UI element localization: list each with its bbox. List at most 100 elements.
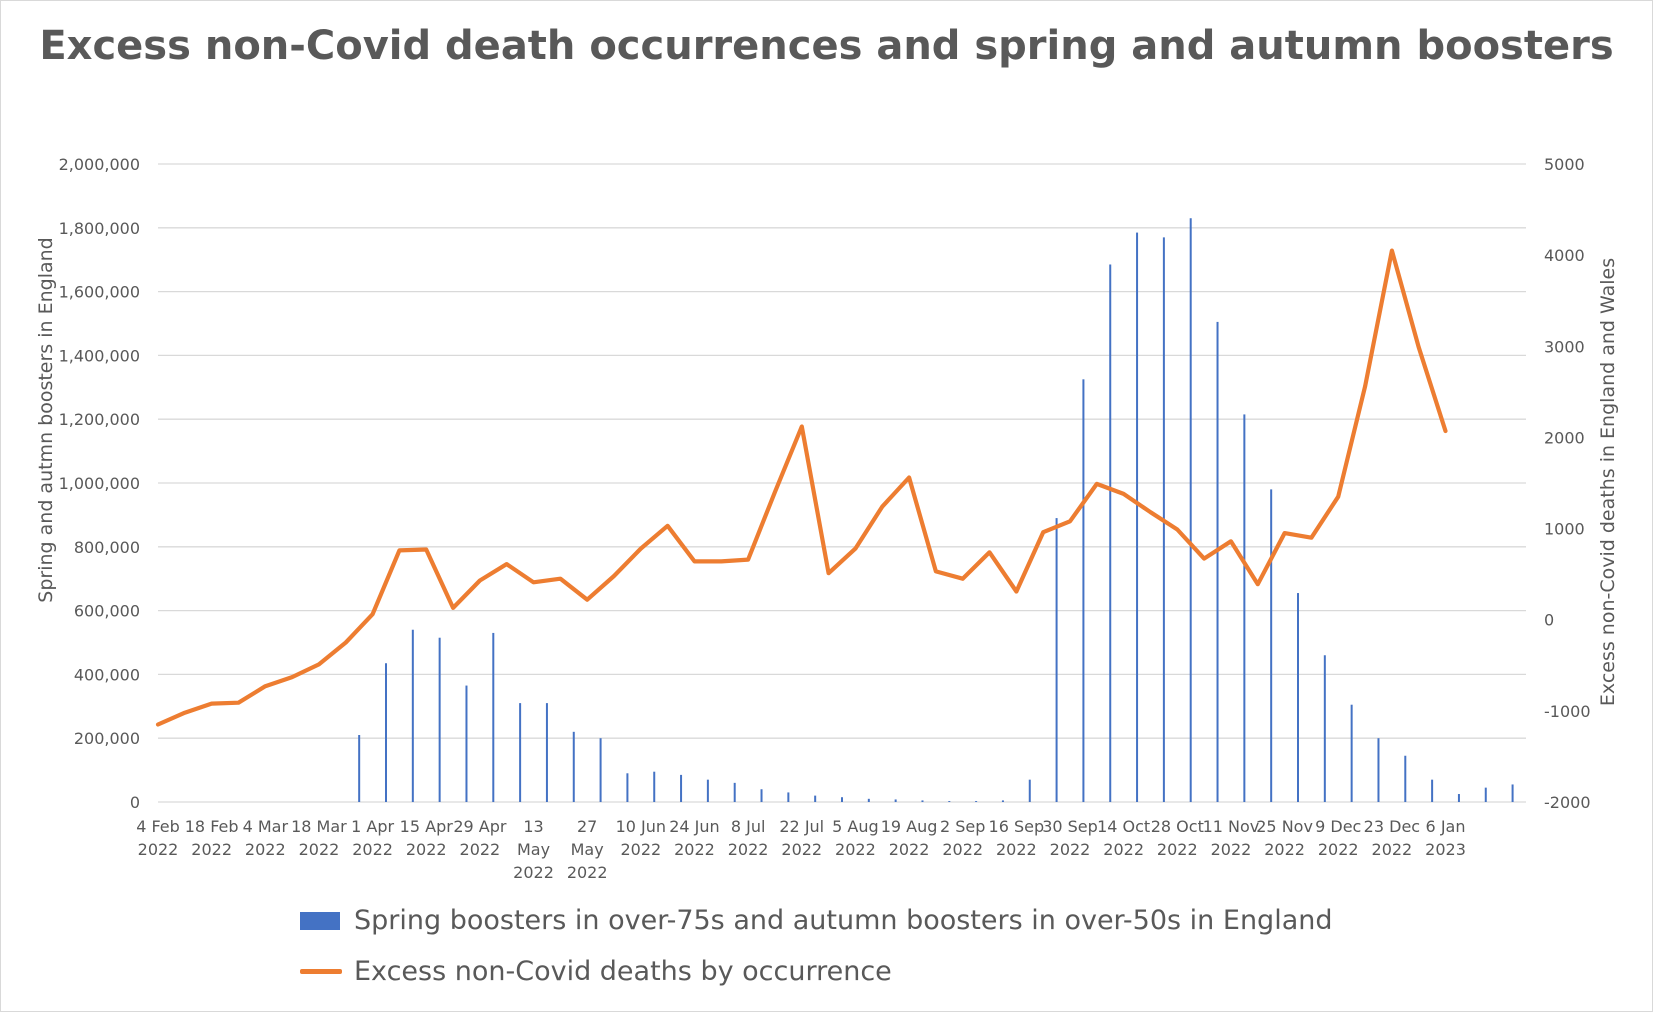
right-axis-label: Excess non-Covid deaths in England and W… <box>1597 258 1619 706</box>
booster-bar <box>599 738 602 802</box>
y-tick-label: 800,000 <box>74 538 140 557</box>
x-tick-line: May <box>517 840 550 859</box>
booster-bar <box>358 735 361 802</box>
booster-bar <box>760 789 763 802</box>
x-tick-label: 18 Feb 2022 <box>185 817 239 859</box>
booster-bar <box>867 798 870 802</box>
left-axis-ticks: 0 200,000 400,000 600,000 800,000 1,000,000 1,… <box>59 155 140 812</box>
booster-bar <box>653 771 656 802</box>
booster-bar <box>787 792 790 802</box>
x-tick-line: 9 Dec <box>1315 817 1361 836</box>
x-tick-label: 8 Jul 2022 <box>728 817 769 859</box>
legend-label-deaths: Excess non-Covid deaths by occurrence <box>354 956 892 987</box>
x-tick-line: 19 Aug <box>881 817 938 836</box>
y2-tick-label: 0 <box>1544 611 1554 630</box>
x-tick-line: 29 Apr <box>453 817 507 836</box>
booster-bar <box>545 703 548 802</box>
x-tick-line: 23 Dec <box>1364 817 1420 836</box>
y2-tick-label: -2000 <box>1544 793 1591 812</box>
booster-bar <box>1028 779 1031 802</box>
x-tick-line: 2022 <box>781 840 822 859</box>
y-tick-label: 200,000 <box>74 729 140 748</box>
x-tick-line: 25 Nov <box>1256 817 1313 836</box>
booster-bar <box>1377 738 1380 802</box>
chart-title: Excess non-Covid death occurrences and s… <box>39 23 1614 69</box>
booster-bar <box>385 663 387 802</box>
y2-tick-label: 1000 <box>1544 520 1585 539</box>
x-tick-label: 24 Jun 2022 <box>669 817 719 859</box>
y2-tick-label: -1000 <box>1544 702 1591 721</box>
x-tick-line: 28 Oct <box>1151 817 1204 836</box>
x-tick-line: 2022 <box>460 840 501 859</box>
x-tick-label: 9 Dec 2022 <box>1315 817 1361 859</box>
booster-bar <box>894 799 897 802</box>
x-tick-label: 6 Jan 2023 <box>1425 817 1466 859</box>
y-tick-label: 400,000 <box>74 665 140 684</box>
x-tick-line: 14 Oct <box>1097 817 1150 836</box>
booster-bar <box>1297 593 1299 802</box>
x-tick-line: 2022 <box>1211 840 1252 859</box>
x-tick-line: 2022 <box>1318 840 1359 859</box>
x-tick-line: 2022 <box>245 840 286 859</box>
booster-bar <box>411 629 414 802</box>
booster-bar <box>519 703 522 802</box>
x-tick-line: 2022 <box>1264 840 1305 859</box>
x-tick-label: 4 Feb 2022 <box>136 817 180 859</box>
x-tick-line: 2022 <box>835 840 876 859</box>
left-axis-label: Spring and autmn boosters in England <box>35 237 57 602</box>
x-tick-label: 25 Nov 2022 <box>1256 817 1313 859</box>
y2-tick-label: 4000 <box>1544 246 1585 265</box>
x-tick-label: 29 Apr 2022 <box>453 817 507 859</box>
x-tick-label: 2 Sep 2022 <box>940 817 985 859</box>
x-tick-line: 2022 <box>513 863 554 882</box>
booster-bar <box>680 774 683 802</box>
booster-bar <box>814 795 817 802</box>
x-tick-line: 2022 <box>352 840 393 859</box>
booster-bar <box>572 731 575 802</box>
legend-item-deaths: Excess non-Covid deaths by occurrence <box>300 956 892 987</box>
x-tick-line: 2022 <box>674 840 715 859</box>
y2-tick-label: 3000 <box>1544 337 1585 356</box>
x-tick-label: 5 Aug 2022 <box>832 817 879 859</box>
booster-bar <box>733 782 736 802</box>
x-tick-line: 8 Jul <box>731 817 766 836</box>
excess-deaths-line <box>155 248 1448 727</box>
booster-bar <box>1109 264 1112 802</box>
booster-bar <box>465 685 468 802</box>
x-tick-line: 5 Aug <box>832 817 879 836</box>
booster-bar <box>1270 489 1273 802</box>
booster-bar <box>1350 704 1353 802</box>
x-tick-line: 2 Sep <box>940 817 985 836</box>
x-tick-line: 2022 <box>942 840 983 859</box>
x-tick-line: 30 Sep <box>1042 817 1098 836</box>
legend-swatch-bar <box>300 911 340 930</box>
booster-bar <box>948 801 951 802</box>
booster-bar <box>1404 755 1407 802</box>
booster-bar <box>1136 232 1139 802</box>
x-tick-label: 28 Oct 2022 <box>1151 817 1204 859</box>
booster-bar <box>1431 779 1434 802</box>
booster-bar <box>1323 655 1326 802</box>
legend-swatch-line <box>300 969 342 974</box>
x-tick-line: 2022 <box>1157 840 1198 859</box>
x-tick-label: 14 Oct 2022 <box>1097 817 1150 859</box>
y-tick-label: 600,000 <box>74 602 140 621</box>
x-tick-label: 1 Apr 2022 <box>351 817 394 859</box>
x-tick-line: 2022 <box>996 840 1037 859</box>
y-tick-label: 1,800,000 <box>59 219 140 238</box>
booster-bar <box>1001 800 1004 802</box>
x-tick-line: 6 Jan <box>1426 817 1466 836</box>
y2-tick-label: 2000 <box>1544 428 1585 447</box>
booster-bar <box>975 801 978 802</box>
x-tick-line: 1 Apr <box>351 817 394 836</box>
x-tick-line: 2022 <box>1050 840 1091 859</box>
x-tick-line: 27 <box>577 817 597 836</box>
x-tick-line: 2022 <box>299 840 340 859</box>
y-tick-label: 1,400,000 <box>59 346 140 365</box>
x-tick-line: 2022 <box>620 840 661 859</box>
booster-bar <box>706 779 709 802</box>
y-tick-label: 2,000,000 <box>59 155 140 174</box>
x-tick-line: 2023 <box>1425 840 1466 859</box>
